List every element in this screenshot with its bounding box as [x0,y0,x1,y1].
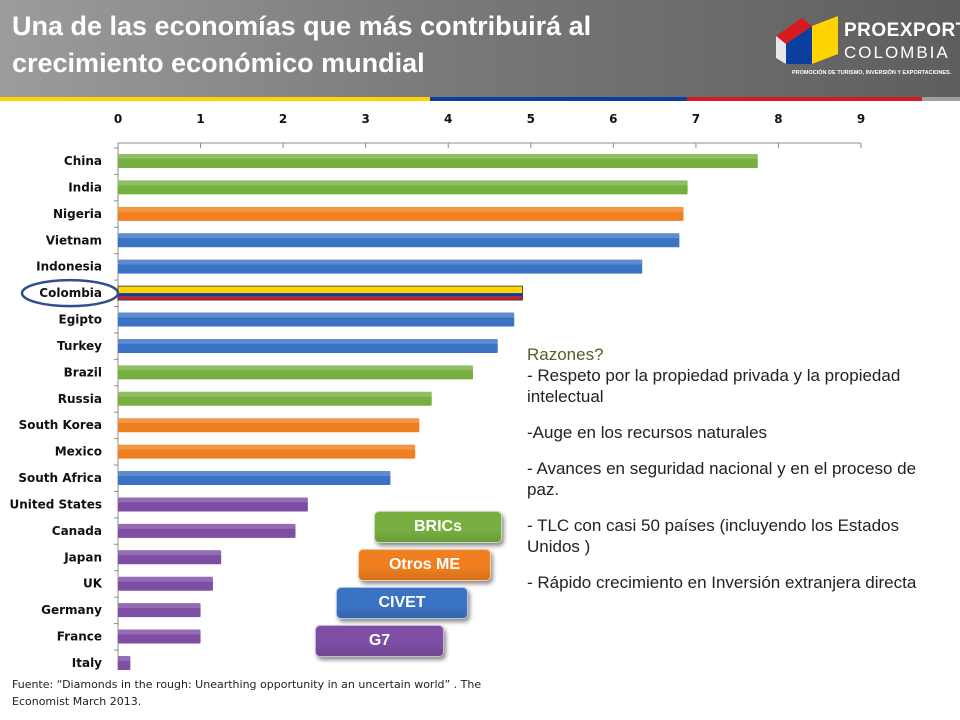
bar-highlight [118,418,420,424]
reasons-heading: Razones? [527,345,604,364]
reason-item: -Auge en los recursos naturales [527,423,768,442]
bar-highlight [118,471,391,476]
x-tick-label: 7 [692,112,700,126]
category-label: Italy [72,656,102,670]
bar-highlight [118,312,515,318]
color-stripe [0,97,960,101]
category-label: Turkey [57,339,102,353]
bar [118,629,201,644]
bar [118,523,296,538]
x-tick-label: 1 [196,112,204,126]
reason-item: - Respeto por la propiedad privada y la … [527,366,901,406]
page-title: Una de las economías que más contribuirá… [12,11,592,78]
bar [118,312,515,327]
bar-colombia-red [118,296,523,301]
stripe-segment [430,97,687,101]
header-banner: Una de las economías que más contribuirá… [0,0,960,97]
category-label: United States [9,497,102,511]
bar-colombia-blue [118,293,523,297]
bar-highlight [118,233,680,239]
reason-item: - TLC con casi 50 países (incluyendo los… [527,516,899,556]
bar-highlight [118,259,643,265]
reason-item: - Avances en seguridad nacional y en el … [527,459,917,499]
logo-name-line2: COLOMBIA [844,43,950,62]
x-tick-label: 6 [609,112,617,126]
highlight-circle [20,278,120,308]
category-label: South Korea [19,418,102,432]
category-label: Germany [41,603,102,617]
x-tick-label: 8 [774,112,782,126]
stripe-segment [687,97,922,101]
stripe-segment [922,97,960,101]
category-label: Canada [52,524,102,538]
bar [118,471,391,486]
reason-item: - Rápido crecimiento en Inversión extran… [527,573,917,592]
bar [118,655,131,670]
bar-highlight [118,338,498,344]
bar-highlight [118,655,131,661]
category-label: Vietnam [46,233,102,247]
x-tick-label: 2 [279,112,287,126]
category-label: Brazil [64,365,102,379]
bar-highlight [118,206,684,212]
bar [118,233,680,248]
x-tick-label: 3 [361,112,369,126]
legend-otros-me: Otros ME [358,549,491,581]
logo-mark-icon [776,16,838,64]
bar-highlight [118,154,758,159]
category-label: Japan [63,550,102,564]
bar-chart: 0 1 2 3 4 5 6 7 8 9 China India Nigeria Vietnam Indone… [9,112,865,670]
bar-highlight [118,365,473,371]
legend-civet: CIVET [336,587,468,619]
category-label: Indonesia [36,260,102,274]
bar [118,259,643,274]
bar-highlight [118,523,296,529]
bar-highlight [118,180,688,186]
x-tick-label: 5 [527,112,535,126]
bar [118,497,308,512]
category-label: Russia [58,392,102,406]
bar-highlight [118,603,201,609]
bar [118,206,684,221]
category-label: France [57,630,102,644]
reasons-panel: Razones? - Respeto por la propiedad priv… [527,344,952,608]
bar-highlight [118,391,432,397]
category-label: South Africa [18,471,102,485]
bar [118,418,420,433]
x-tick-label: 9 [857,112,865,126]
category-label: Egipto [59,313,102,327]
bar [118,550,222,565]
proexport-logo: PROEXPORT COLOMBIA PROMOCIÓN DE TURISMO,… [772,12,960,86]
bar-highlight [118,550,222,556]
logo-tagline: PROMOCIÓN DE TURISMO, INVERSIÓN Y EXPORT… [792,70,952,76]
bar [118,180,688,195]
category-label: India [68,180,102,194]
bar [118,338,498,353]
bar [118,603,201,618]
bar-highlight [118,629,201,635]
category-label: Nigeria [53,207,102,221]
category-label: Mexico [55,445,102,459]
bar-colombia-yellow [118,286,523,294]
bar [118,154,758,168]
category-label: Colombia [39,286,102,300]
bar-highlight [118,576,213,582]
category-label: UK [83,577,103,591]
logo-name-line1: PROEXPORT [844,20,960,41]
bar [118,444,416,459]
x-tick-label: 0 [114,112,122,126]
legend-g7: G7 [315,625,444,657]
bar-highlight [118,444,416,450]
bar [118,365,473,380]
bar-highlight [118,497,308,503]
stripe-segment [0,97,430,101]
x-tick-label: 4 [444,112,452,126]
bar [118,576,213,591]
source-note: Fuente: “Diamonds in the rough: Unearthi… [12,678,482,708]
category-label: China [64,154,102,168]
bar [118,391,432,406]
legend-brics: BRICs [374,511,502,543]
